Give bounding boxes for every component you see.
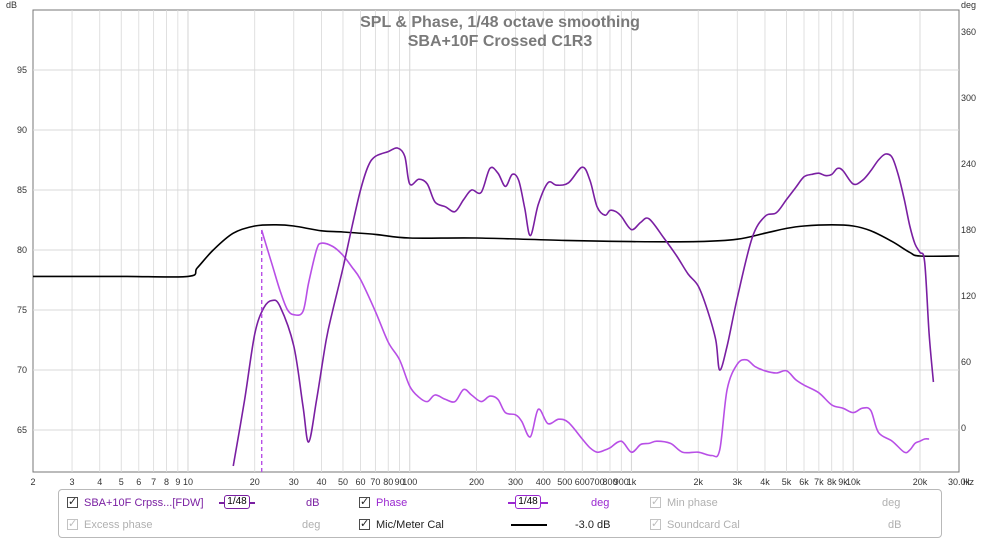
excess-phase-label: Excess phase bbox=[84, 519, 153, 531]
x-tick-label: 4 bbox=[97, 477, 102, 486]
spl-checkbox[interactable]: ✓ bbox=[67, 496, 78, 508]
phase-label: Phase bbox=[376, 497, 408, 509]
mic-cal-line-swatch bbox=[511, 524, 547, 526]
x-tick-label: 900 bbox=[614, 477, 629, 486]
horizontal-grid bbox=[33, 69, 959, 431]
right-y-tick-label: 0 bbox=[961, 423, 966, 433]
x-tick-label: 80 bbox=[383, 477, 393, 486]
curves bbox=[33, 147, 959, 472]
x-tick-label: 60 bbox=[356, 477, 366, 486]
x-tick-label: 40 bbox=[316, 477, 326, 486]
right-y-tick-labels: 0 60 120 180 240 300 360 bbox=[961, 27, 976, 433]
min-phase-checkbox[interactable]: ✓ bbox=[650, 496, 661, 508]
spl-unit: dB bbox=[306, 497, 320, 509]
chart-title: SPL & Phase, 1/48 octave smoothing bbox=[360, 14, 640, 31]
x-tick-label: 400 bbox=[536, 477, 551, 486]
x-tick-label: 4k bbox=[760, 477, 770, 486]
x-tick-label: 600 bbox=[575, 477, 590, 486]
spl-label: SBA+10F Crpss...[FDW] bbox=[84, 497, 204, 509]
x-tick-label: 200 bbox=[469, 477, 484, 486]
left-y-tick-label: 90 bbox=[17, 125, 27, 135]
excess-phase-checkbox[interactable]: ✓ bbox=[67, 518, 78, 530]
phase-checkbox[interactable]: ✓ bbox=[359, 496, 370, 508]
x-tick-label: 20k bbox=[913, 477, 928, 486]
mic-cal-curve bbox=[33, 223, 959, 278]
x-tick-label: 9k bbox=[838, 477, 848, 486]
x-tick-label: 30.0k bbox=[948, 477, 971, 486]
right-y-tick-label: 180 bbox=[961, 225, 976, 235]
x-tick-label: 6 bbox=[136, 477, 141, 486]
mic-cal-checkbox[interactable]: ✓ bbox=[359, 518, 370, 530]
x-tick-label: 8 bbox=[164, 477, 169, 486]
x-tick-label: 7k bbox=[814, 477, 824, 486]
phase-curve bbox=[260, 229, 930, 458]
legend-panel: ✓ SBA+10F Crpss...[FDW] 1/48 dB ✓ Phase … bbox=[58, 489, 942, 538]
x-tick-label: 10k bbox=[846, 477, 861, 486]
x-tick-label: 90 bbox=[395, 477, 405, 486]
right-axis-unit: deg bbox=[961, 0, 976, 10]
x-tick-label: 6k bbox=[799, 477, 809, 486]
x-tick-label: 100 bbox=[402, 477, 417, 486]
phase-unit: deg bbox=[591, 497, 610, 509]
right-y-tick-label: 120 bbox=[961, 291, 976, 301]
spl-smoothing-badge[interactable]: 1/48 bbox=[224, 495, 250, 509]
phase-smoothing-badge[interactable]: 1/48 bbox=[515, 495, 541, 509]
left-y-tick-label: 95 bbox=[17, 65, 27, 75]
mic-cal-label: Mic/Meter Cal bbox=[376, 519, 444, 531]
x-tick-label: 50 bbox=[338, 477, 348, 486]
soundcard-cal-unit: dB bbox=[888, 519, 902, 531]
right-y-tick-label: 60 bbox=[961, 357, 971, 367]
x-tick-label: 5 bbox=[119, 477, 124, 486]
excess-phase-unit: deg bbox=[302, 519, 321, 531]
left-y-tick-label: 65 bbox=[17, 425, 27, 435]
x-tick-label: 700 bbox=[590, 477, 605, 486]
x-tick-label: 10 bbox=[183, 477, 193, 486]
x-tick-label: 20 bbox=[250, 477, 260, 486]
soundcard-cal-checkbox[interactable]: ✓ bbox=[650, 518, 661, 530]
spl-curve bbox=[232, 147, 935, 467]
chart-subtitle: SBA+10F Crossed C1R3 bbox=[408, 33, 593, 50]
x-tick-label: 2 bbox=[30, 477, 35, 486]
plot-area bbox=[32, 9, 960, 473]
right-y-tick-label: 360 bbox=[961, 27, 976, 37]
left-y-tick-label: 70 bbox=[17, 365, 27, 375]
x-tick-label: 800 bbox=[602, 477, 617, 486]
x-tick-label: 3k bbox=[733, 477, 743, 486]
right-y-tick-label: 240 bbox=[961, 159, 976, 169]
left-y-tick-label: 85 bbox=[17, 185, 27, 195]
right-y-tick-label: 300 bbox=[961, 93, 976, 103]
left-y-tick-labels: 65 70 75 80 85 90 95 bbox=[17, 65, 27, 435]
x-tick-label: 500 bbox=[557, 477, 572, 486]
x-tick-label: 1k bbox=[627, 477, 637, 486]
x-tick-label: 2k bbox=[693, 477, 703, 486]
x-tick-label: 300 bbox=[508, 477, 523, 486]
x-tick-label: 8k bbox=[827, 477, 837, 486]
x-tick-label: 3 bbox=[70, 477, 75, 486]
min-phase-label: Min phase bbox=[667, 497, 718, 509]
left-y-tick-label: 75 bbox=[17, 305, 27, 315]
x-tick-label: 7 bbox=[151, 477, 156, 486]
left-y-tick-label: 80 bbox=[17, 245, 27, 255]
x-tick-label: 70 bbox=[370, 477, 380, 486]
soundcard-cal-label: Soundcard Cal bbox=[667, 519, 740, 531]
left-axis-unit: dB bbox=[6, 0, 17, 10]
x-tick-label: 30 bbox=[289, 477, 299, 486]
x-axis-unit: Hz bbox=[963, 477, 974, 486]
mic-cal-value: -3.0 dB bbox=[575, 519, 611, 531]
x-tick-label: 5k bbox=[782, 477, 792, 486]
x-tick-label: 9 bbox=[175, 477, 180, 486]
min-phase-unit: deg bbox=[882, 497, 901, 509]
